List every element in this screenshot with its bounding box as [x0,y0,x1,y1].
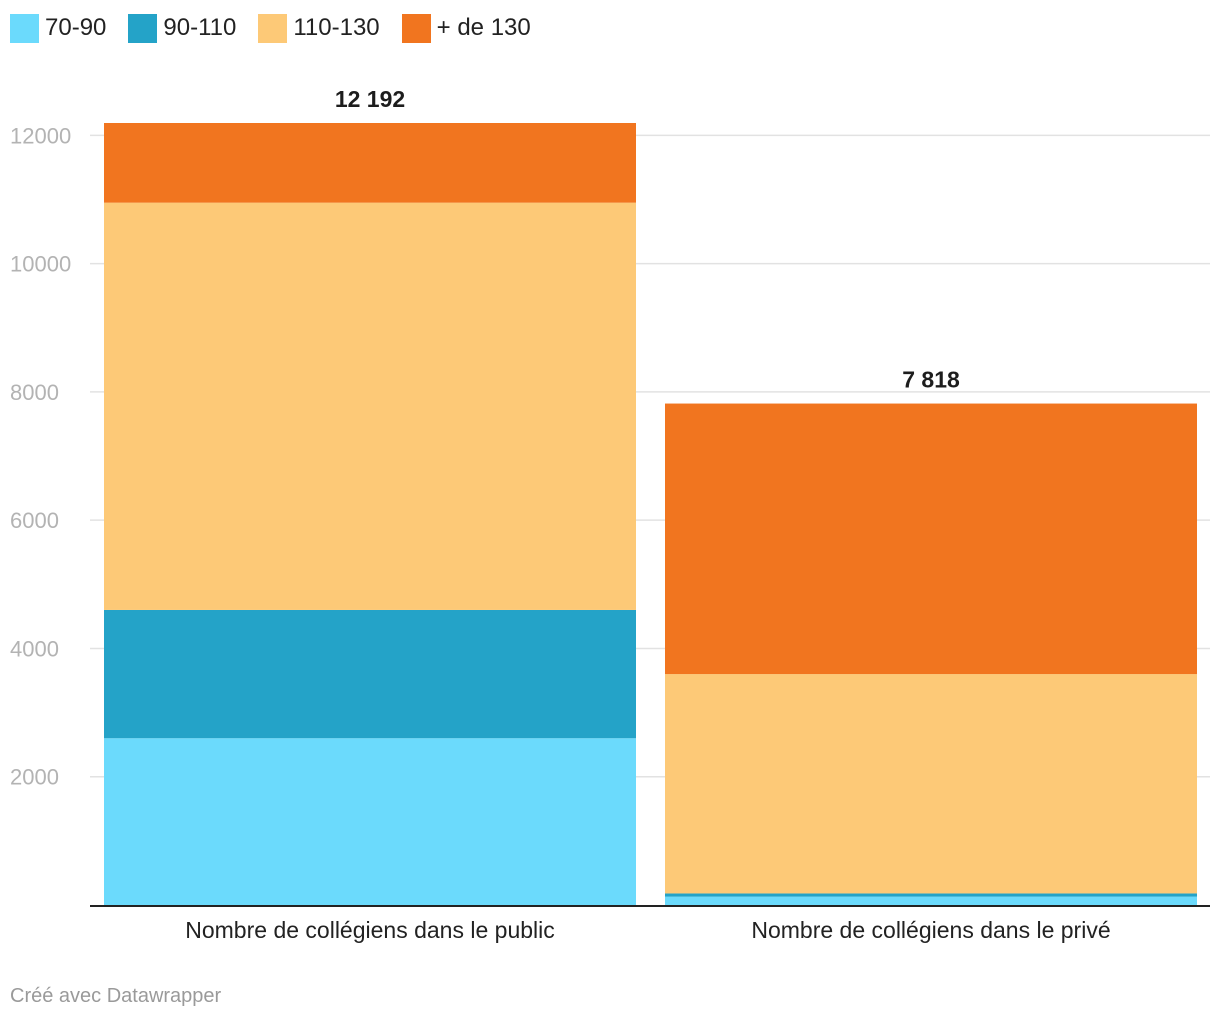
legend-swatch [258,13,288,43]
bar-total-label: 7 818 [902,367,960,393]
y-tick-label: 12000 [10,123,71,148]
legend-swatch [401,13,431,43]
bar-segment [104,609,636,739]
chart-legend: 70-90 90-110 110-130 + de 130 [10,12,553,44]
bar-segment [665,893,1197,897]
y-tick-label: 8000 [10,380,59,405]
bar-segment [665,674,1197,894]
y-tick-label: 2000 [10,765,59,790]
x-category-label: Nombre de collégiens dans le privé [751,917,1110,943]
legend-label: 110-130 [293,14,380,41]
bar-segment [104,123,636,203]
legend-item: 70-90 [10,13,107,43]
y-tick-label: 4000 [10,636,59,661]
bar-total-label: 12 192 [335,86,405,112]
legend-item: + de 130 [401,13,531,43]
legend-swatch [128,13,158,43]
legend-item: 90-110 [128,13,237,43]
legend-swatch [10,13,39,43]
bar-segment [104,202,636,610]
legend-label: 70-90 [45,14,107,41]
legend-label: 90-110 [163,14,237,41]
legend-label: + de 130 [436,14,531,41]
x-category-label: Nombre de collégiens dans le public [185,917,555,943]
legend-item: 110-130 [258,13,380,43]
bar-segment [104,738,636,905]
y-tick-label: 6000 [10,508,59,533]
bar-segment [665,403,1197,675]
y-tick-label: 10000 [10,252,71,277]
datawrapper-credit: Créé avec Datawrapper [10,985,222,1007]
bar-segment [665,896,1197,905]
